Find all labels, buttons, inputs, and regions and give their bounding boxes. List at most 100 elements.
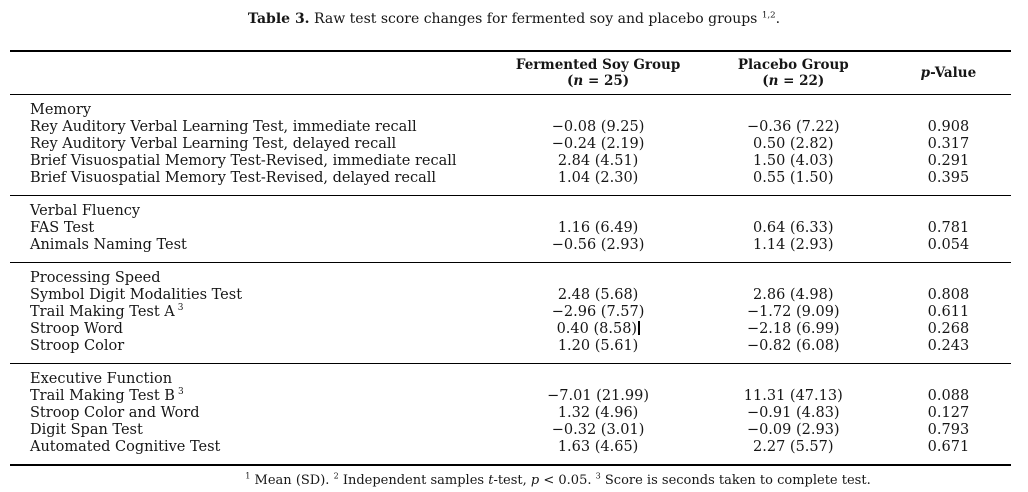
- placebo-value-cell: 0.64 (6.33): [753, 220, 834, 236]
- placebo-value-cell: 2.86 (4.98): [753, 287, 834, 303]
- header-row: Fermented Soy Group (n = 25) Placebo Gro…: [10, 51, 1011, 95]
- p-value-cell: 0.127: [927, 405, 970, 421]
- section-name: Memory: [30, 102, 92, 118]
- table-caption-text: Raw test score changes for fermented soy…: [309, 11, 762, 27]
- group-sample-size: (n = 22): [762, 73, 825, 89]
- soy-value-cell: 1.32 (4.96): [557, 405, 639, 421]
- group-title: Placebo Group: [737, 57, 849, 73]
- soy-value-cell: −0.32 (3.01): [551, 422, 645, 438]
- p-value-cell: 0.054: [927, 237, 970, 253]
- p-value-cell: 0.908: [927, 119, 970, 135]
- p-value-cell: 0.243: [927, 338, 970, 354]
- col-header-fermented-soy-group: Fermented Soy Group (n = 25): [495, 51, 700, 95]
- placebo-value-cell: −0.91 (4.83): [746, 405, 840, 421]
- placebo-value-cell: 2.27 (5.57): [753, 439, 834, 455]
- row-label-cell: Stroop Word: [30, 321, 123, 337]
- soy-value-cell: 1.20 (5.61): [557, 338, 639, 354]
- row-label-cell: Stroop Color: [30, 338, 125, 354]
- soy-value-cell: 1.16 (6.49): [557, 220, 639, 236]
- p-value-cell: 0.317: [927, 136, 970, 152]
- row-label-cell: FAS Test: [30, 220, 95, 236]
- col-header-placebo-group: Placebo Group (n = 22): [701, 51, 886, 95]
- placebo-value-cell: 0.50 (2.82): [753, 136, 834, 152]
- soy-value-cell: 2.84 (4.51): [557, 153, 639, 169]
- soy-value-cell: −0.08 (9.25): [551, 119, 645, 135]
- placebo-value-cell: −0.09 (2.93): [746, 422, 840, 438]
- p-value-cell: 0.611: [927, 304, 970, 320]
- table-row: Rey Auditory Verbal Learning Test, delay…: [10, 136, 1011, 153]
- section-header-row: Memory: [10, 95, 1011, 120]
- table-row: Brief Visuospatial Memory Test-Revised, …: [10, 153, 1011, 170]
- table-row: FAS Test 1.16 (6.49) 0.64 (6.33) 0.781: [10, 220, 1011, 237]
- section-verbal-fluency: Verbal Fluency FAS Test 1.16 (6.49) 0.64…: [10, 195, 1011, 263]
- soy-value-cell: −7.01 (21.99): [547, 388, 650, 404]
- footnote-marker-1: 1: [245, 471, 251, 481]
- table-row: Automated Cognitive Test 1.63 (4.65) 2.2…: [10, 439, 1011, 465]
- table-caption-footnote-marker: 1,2: [761, 10, 776, 21]
- soy-value-cell: 2.48 (5.68): [557, 287, 639, 303]
- p-value-cell: 0.671: [927, 439, 970, 455]
- section-header-row: Executive Function: [10, 364, 1011, 389]
- p-value-cell: 0.268: [927, 321, 970, 337]
- table-row: Stroop Color 1.20 (5.61) −0.82 (6.08) 0.…: [10, 338, 1011, 364]
- placebo-value-cell: 1.14 (2.93): [753, 237, 834, 253]
- soy-value-cell: −2.96 (7.57): [551, 304, 645, 320]
- table-row: Digit Span Test −0.32 (3.01) −0.09 (2.93…: [10, 422, 1011, 439]
- table-row: Rey Auditory Verbal Learning Test, immed…: [10, 119, 1011, 136]
- placebo-value-cell: 1.50 (4.03): [753, 153, 834, 169]
- table-caption-number: Table 3.: [247, 11, 310, 27]
- empty-header-cell: [10, 51, 495, 95]
- table-row: Symbol Digit Modalities Test 2.48 (5.68)…: [10, 287, 1011, 304]
- table-row: Stroop Color and Word 1.32 (4.96) −0.91 …: [10, 405, 1011, 422]
- results-table: Fermented Soy Group (n = 25) Placebo Gro…: [10, 50, 1011, 466]
- section-processing-speed: Processing Speed Symbol Digit Modalities…: [10, 262, 1011, 364]
- row-label-cell: Animals Naming Test: [30, 237, 187, 253]
- p-value-cell: 0.395: [927, 170, 970, 186]
- section-header-row: Verbal Fluency: [10, 196, 1011, 221]
- placebo-value-cell: −0.36 (7.22): [746, 119, 840, 135]
- text-cursor-caret: [638, 321, 640, 335]
- table-row: Stroop Word 0.40 (8.58) −2.18 (6.99) 0.2…: [10, 321, 1011, 338]
- section-header-row: Processing Speed: [10, 263, 1011, 288]
- section-name: Processing Speed: [30, 270, 161, 286]
- table-header: Fermented Soy Group (n = 25) Placebo Gro…: [10, 51, 1011, 95]
- table-container: Fermented Soy Group (n = 25) Placebo Gro…: [10, 50, 1011, 466]
- soy-value-cell: −0.24 (2.19): [551, 136, 645, 152]
- p-value-cell: 0.793: [927, 422, 970, 438]
- section-name: Executive Function: [30, 371, 173, 387]
- row-label-cell: Symbol Digit Modalities Test: [30, 287, 243, 303]
- col-header-p-value: p-Value: [920, 65, 977, 81]
- soy-value-cell: −0.56 (2.93): [551, 237, 645, 253]
- row-footnote-marker: 3: [177, 303, 184, 314]
- placebo-value-cell: −0.82 (6.08): [746, 338, 840, 354]
- table-row: Brief Visuospatial Memory Test-Revised, …: [10, 170, 1011, 196]
- group-sample-size: (n = 25): [567, 73, 630, 89]
- soy-value-cell: 1.63 (4.65): [557, 439, 639, 455]
- table-row: Animals Naming Test −0.56 (2.93) 1.14 (2…: [10, 237, 1011, 263]
- soy-value-cell: 1.04 (2.30): [557, 170, 639, 186]
- row-label-cell: Stroop Color and Word: [30, 405, 200, 421]
- p-value-cell: 0.291: [927, 153, 970, 169]
- row-label-cell: Brief Visuospatial Memory Test-Revised, …: [30, 153, 457, 169]
- table-footnote: 1 Mean (SD). 2 Independent samples t-tes…: [245, 471, 871, 488]
- row-label-cell: Rey Auditory Verbal Learning Test, immed…: [30, 119, 417, 135]
- group-title: Fermented Soy Group: [515, 57, 681, 73]
- placebo-value-cell: −1.72 (9.09): [746, 304, 840, 320]
- p-value-cell: 0.781: [927, 220, 970, 236]
- footnote-marker-3: 3: [595, 471, 601, 481]
- row-footnote-marker: 3: [177, 387, 184, 398]
- row-label-cell: Digit Span Test: [30, 422, 143, 438]
- table-caption-period: .: [775, 11, 781, 27]
- row-label-cell: Brief Visuospatial Memory Test-Revised, …: [30, 170, 437, 186]
- footnote-marker-2: 2: [333, 471, 339, 481]
- row-label-cell: Automated Cognitive Test: [30, 439, 221, 455]
- soy-value-cell: 0.40 (8.58): [495, 321, 700, 338]
- table-caption: Table 3. Raw test score changes for ferm…: [0, 0, 1028, 29]
- row-label-cell: Rey Auditory Verbal Learning Test, delay…: [30, 136, 397, 152]
- p-value-cell: 0.088: [927, 388, 970, 404]
